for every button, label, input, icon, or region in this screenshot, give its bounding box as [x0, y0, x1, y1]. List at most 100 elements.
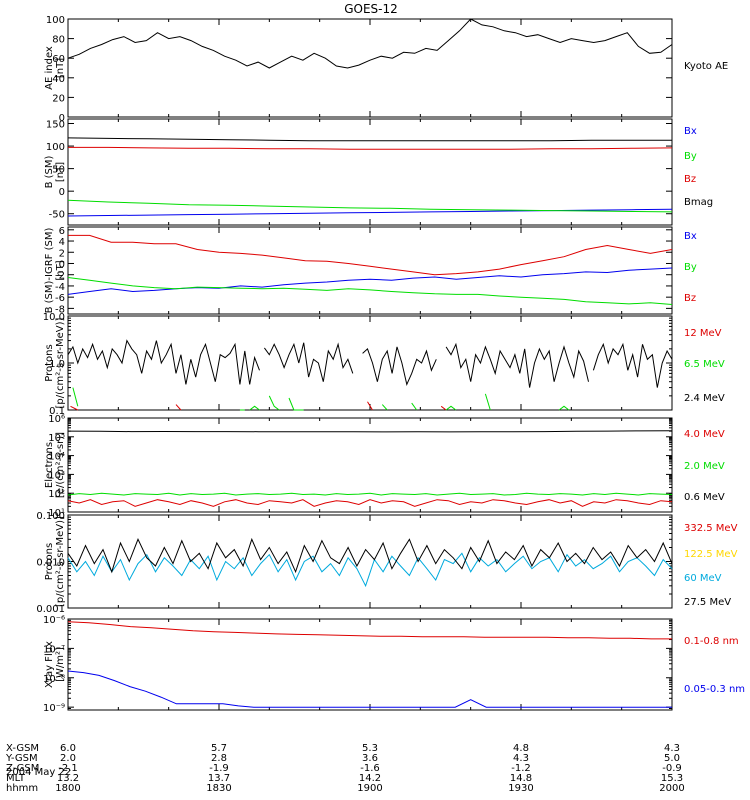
legend-item: 0.6 MeV — [684, 492, 725, 503]
y-tick-label: 100 — [46, 15, 65, 26]
panel-4: 0.1 1.0 10.0 Protons [p/(cm²-s-sr-MeV)] 12 Me… — [43, 312, 725, 417]
legend-item: 122.5 MeV — [684, 549, 738, 560]
y-axis-label: Xray Flux — [44, 641, 55, 688]
y-tick-label: 1.0 — [49, 359, 65, 370]
y-tick-label: 10⁻⁷ — [43, 644, 65, 655]
y-axis-label: [p/(cm²-s-sr-MeV)] — [55, 317, 66, 408]
series-segment-2-4-mev — [67, 339, 260, 385]
footer-row-label: Z-GSM — [6, 763, 39, 774]
legend-item: By — [684, 151, 697, 162]
footer-cell: 4.3 — [513, 753, 529, 764]
footer-cell: -1.2 — [511, 763, 531, 774]
legend-item: 4.0 MeV — [684, 429, 725, 440]
y-tick-label: 60 — [52, 54, 65, 65]
series-line-0-05-0-3-nm — [67, 670, 672, 708]
y-axis-label: [nT] — [55, 58, 66, 78]
legend-item: 6.5 MeV — [684, 359, 725, 370]
series-segment-12-mev — [367, 401, 373, 411]
footer-cell: 5.7 — [211, 743, 227, 754]
footer-cell: 5.0 — [664, 753, 680, 764]
series-line-4-0-mev — [67, 499, 673, 507]
y-axis-label: Protons — [44, 344, 55, 381]
footer-cell: -2.1 — [58, 763, 78, 774]
y-tick-label: 20 — [52, 93, 65, 104]
y-tick-label: 10⁻⁶ — [43, 615, 65, 626]
y-axis-label: [W/m²] — [55, 647, 66, 682]
y-tick-label: 10³ — [48, 470, 65, 481]
y-tick-label: 10⁶ — [48, 414, 65, 425]
y-tick-label: 10¹ — [48, 508, 65, 519]
date-label: 2004 May 22 — [6, 767, 71, 778]
series-line-bx — [67, 267, 673, 295]
series-segment-2-4-mev — [263, 342, 354, 382]
legend-item: 2.4 MeV — [684, 393, 725, 404]
series-line-0-6-mev — [67, 430, 673, 433]
series-segment-6-5-mev — [558, 405, 570, 411]
series-line-by — [67, 199, 673, 213]
legend-item: Bmag — [684, 197, 713, 208]
series-line-bx — [67, 208, 673, 217]
footer-cell: 2.0 — [60, 753, 76, 764]
panels: 0 20 40 60 80 100 AE index [nT] Kyoto AE -50 0 50 10… — [36, 15, 745, 714]
series-segment-6-5-mev — [411, 402, 418, 411]
series-segment-6-5-mev — [381, 404, 388, 411]
y-tick-label: 100 — [46, 142, 65, 153]
footer-cell: 1930 — [508, 783, 533, 794]
y-tick-label: 10⁵ — [48, 433, 65, 444]
footer-cell: -1.6 — [360, 763, 380, 774]
series-line-bz — [68, 146, 673, 150]
series-line-2-0-mev — [67, 492, 673, 496]
series-line-kyoto-ae — [67, 18, 673, 69]
series-segment-12-mev — [175, 404, 182, 411]
y-axis-label: B (SM) — [44, 155, 55, 188]
panel-7: 10⁻⁹ 10⁻⁸ 10⁻⁷ 10⁻⁶ Xray Flux [W/m²] 0.1-0.8 n… — [43, 615, 745, 714]
y-axis-label: [nT] — [55, 162, 66, 182]
legend-item: 12 MeV — [684, 328, 722, 339]
y-tick-label: 0.100 — [36, 511, 65, 522]
footer-cell: 13.7 — [208, 773, 230, 784]
legend-item: 0.05-0.3 nm — [684, 684, 745, 695]
legend-item: Kyoto AE — [684, 61, 728, 72]
footer-cell: -1.9 — [209, 763, 229, 774]
series-segment-12-mev — [70, 405, 79, 411]
y-tick-label: 10⁻⁸ — [43, 674, 65, 685]
footer-cell: 14.8 — [510, 773, 532, 784]
footer-cell: 14.2 — [359, 773, 381, 784]
footer-cell: 6.0 — [60, 743, 76, 754]
y-tick-label: 40 — [52, 74, 65, 85]
y-tick-label: 0 — [59, 113, 65, 124]
footer-cell: 2000 — [659, 783, 684, 794]
series-segment-6-5-mev — [72, 387, 79, 407]
legend-item: Bx — [684, 231, 697, 242]
series-line-bz — [68, 234, 673, 276]
y-tick-label: -50 — [49, 210, 65, 221]
series-line-27-5-mev — [67, 537, 673, 574]
series-segment-2-4-mev — [445, 342, 589, 388]
series-line-60-mev — [67, 552, 673, 588]
y-tick-label: 80 — [52, 35, 65, 46]
y-tick-label: 10⁻⁹ — [43, 703, 65, 714]
footer-cell: 1800 — [55, 783, 80, 794]
y-tick-label: 0.010 — [36, 558, 65, 569]
y-axis-label: Electrons — [44, 442, 55, 488]
footer-row-label: hhmm — [6, 783, 38, 794]
panel-1: 0 20 40 60 80 100 AE index [nT] Kyoto AE — [44, 15, 728, 124]
footer-cell: 1900 — [357, 783, 382, 794]
panel-frame — [67, 118, 673, 226]
series-segment-12-mev — [440, 405, 447, 411]
series-line-by — [67, 277, 673, 305]
y-tick-label: 50 — [52, 165, 65, 176]
y-tick-label: 10⁴ — [48, 452, 65, 463]
footer-cell: 4.3 — [664, 743, 680, 754]
series-segment-6-5-mev — [249, 405, 260, 411]
legend-item: Bz — [684, 293, 696, 304]
series-segment-2-4-mev — [362, 346, 437, 386]
y-tick-label: 6 — [59, 226, 65, 237]
footer-cell: 2.8 — [211, 753, 227, 764]
series-segment-6-5-mev — [288, 397, 304, 411]
y-axis-label: [nT] — [55, 260, 66, 280]
y-axis-label: AE index — [44, 46, 55, 90]
footer-cell: 1830 — [206, 783, 231, 794]
